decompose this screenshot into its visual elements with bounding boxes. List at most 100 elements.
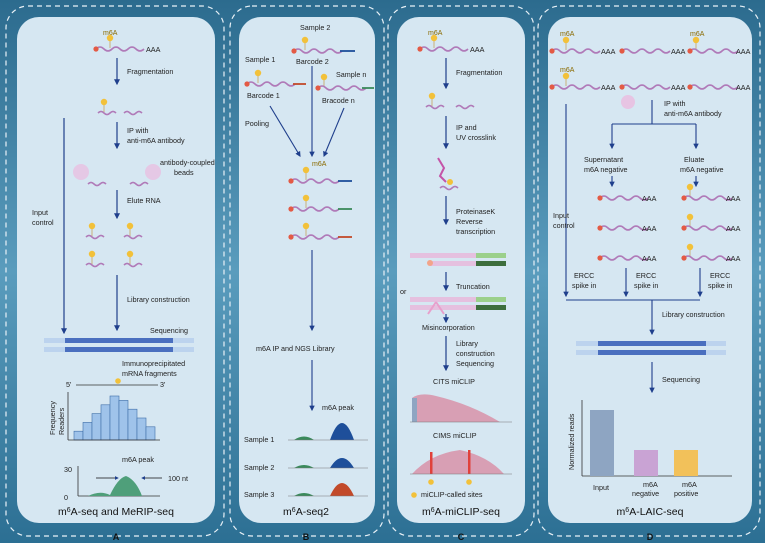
normalized-reads-bars <box>590 410 698 476</box>
d-ip-label: IP with <box>664 99 685 108</box>
d-m6a-label-2: m6A <box>690 31 705 38</box>
panel-a-card <box>17 17 215 523</box>
panel-b-title: m6A-seq2 <box>283 506 329 518</box>
coverage-peak <box>88 476 142 496</box>
d-polya-11: AAA <box>726 224 741 233</box>
d-polya-8: AAA <box>642 224 657 233</box>
d-polya-1: AAA <box>601 47 616 56</box>
histogram-bar <box>73 430 84 441</box>
panel-b: Sample 2 Barcode 2 Sample 1 Barcode 1 Sa… <box>229 5 385 542</box>
track-sample1-label: Sample 1 <box>244 435 274 444</box>
d-polya-5: AAA <box>671 83 686 92</box>
panel-b-letter: B <box>303 532 310 542</box>
ercc-3-label: ERCC <box>710 271 730 280</box>
pool-peak-label: m6A peak <box>322 403 354 412</box>
d-polya-4: AAA <box>601 83 616 92</box>
fragmentation-label: Fragmentation <box>127 67 173 76</box>
c-ip-label: IP and <box>456 123 477 132</box>
ip-with-label: IP with <box>127 126 148 135</box>
d-polya-6: AAA <box>736 83 751 92</box>
misincorporation-label: Misincorporation <box>422 323 475 332</box>
cat-input-label: Input <box>593 483 609 492</box>
panel-c-title: m6A-miCLIP-seq <box>422 506 500 518</box>
beads-label-2: beads <box>174 168 194 177</box>
cat-pos-m6a: m6A <box>682 480 697 489</box>
m6a-peak-label: m6A peak <box>122 455 154 464</box>
d-m6a-label-3: m6A <box>560 67 575 74</box>
panel-a: m6A AAA Fragmentation IP with anti-m6A a… <box>5 5 225 542</box>
d-anti-label: anti-m6A antibody <box>664 109 722 118</box>
reverse-label: Reverse <box>456 217 483 226</box>
reads-bar-3 <box>674 450 698 476</box>
supernatant-neg-label: m6A negative <box>584 165 628 174</box>
sample-n-label: Sample n <box>336 70 366 79</box>
control-label: control <box>32 218 54 227</box>
eluate-label: Eluate <box>684 155 704 164</box>
cat-neg-label: negative <box>632 489 659 498</box>
panel-d: m6A AAA AAA m6A AAA m6A AAA AAA AAA IP w… <box>537 5 761 542</box>
m6a-label: m6A <box>103 30 118 37</box>
histogram-bar <box>118 400 129 441</box>
panel-c: m6A AAA Fragmentation IP and UV crosslin… <box>387 5 535 542</box>
ercc-2-label: ERCC <box>636 271 656 280</box>
histogram-bar <box>100 404 111 441</box>
c-sequencing-label: Sequencing <box>456 359 494 368</box>
panel-c-card <box>397 17 525 523</box>
panel-a-letter: A <box>113 532 120 542</box>
sequencing-label: Sequencing <box>150 326 188 335</box>
histogram-bar <box>82 422 93 441</box>
spike-2-label: spike in <box>634 281 658 290</box>
y-axis-30: 30 <box>64 465 72 474</box>
y-axis-0: 0 <box>64 493 68 502</box>
barcode-n-label: Bracode n <box>322 96 355 105</box>
track-sample2-label: Sample 2 <box>244 463 274 472</box>
anti-m6a-antibody-label: anti-m6A antibody <box>127 136 185 145</box>
c-polya-label: AAA <box>470 45 485 54</box>
c-uv-label: UV crosslink <box>456 133 496 142</box>
readers-axis-label: Readers <box>57 407 66 435</box>
three-prime-label: 3' <box>160 380 166 389</box>
pooling-label: Pooling <box>245 119 269 128</box>
d-polya-7: AAA <box>642 194 657 203</box>
cits-miclip-label: CITS miCLIP <box>433 377 475 386</box>
pool-m6a-label: m6A <box>312 161 327 168</box>
panel-d-title: m6A-LAIC-seq <box>617 506 684 518</box>
histogram-bar <box>145 426 156 441</box>
panel-a-outline <box>5 5 225 537</box>
spike-3-label: spike in <box>708 281 732 290</box>
100-nt-label: 100 nt <box>168 474 188 483</box>
panel-b-card <box>239 17 375 523</box>
five-prime-label: 5' <box>66 380 72 389</box>
cat-pos-label: positive <box>674 489 698 498</box>
panel-d-card <box>548 17 752 523</box>
immunoprecipitated-label: Immunoprecipitated <box>122 359 185 368</box>
reads-bar-2 <box>634 450 658 476</box>
or-label: or <box>400 287 407 296</box>
d-m6a-label-1: m6A <box>560 31 575 38</box>
input-label: Input <box>32 208 48 217</box>
truncation-label: Truncation <box>456 282 490 291</box>
ercc-1-label: ERCC <box>574 271 594 280</box>
frequency-axis-label: Frequency <box>48 401 57 435</box>
spike-1-label: spike in <box>572 281 596 290</box>
cims-miclip-label: CIMS miCLIP <box>433 431 477 440</box>
d-sequencing-label: Sequencing <box>662 375 700 384</box>
histogram-bar <box>127 408 138 441</box>
normalized-reads-axis: Normalized reads <box>567 413 576 470</box>
supernatant-label: Supernatant <box>584 155 623 164</box>
panel-b-outline <box>229 5 385 537</box>
cat-neg-m6a: m6A <box>643 480 658 489</box>
d-polya-12: AAA <box>726 254 741 263</box>
d-control-label: control <box>553 221 575 230</box>
called-sites-label: miCLIP-called sites <box>421 490 483 499</box>
d-polya-10: AAA <box>726 194 741 203</box>
eluate-neg-label: m6A negative <box>680 165 724 174</box>
polya-label: AAA <box>146 45 161 54</box>
d-polya-3: AAA <box>736 47 751 56</box>
panel-d-outline <box>537 5 761 537</box>
c-m6a-label: m6A <box>428 30 443 37</box>
sample2-label: Sample 2 <box>300 23 330 32</box>
mrna-fragments-label: mRNA fragments <box>122 369 177 378</box>
histogram-bar <box>109 395 120 441</box>
